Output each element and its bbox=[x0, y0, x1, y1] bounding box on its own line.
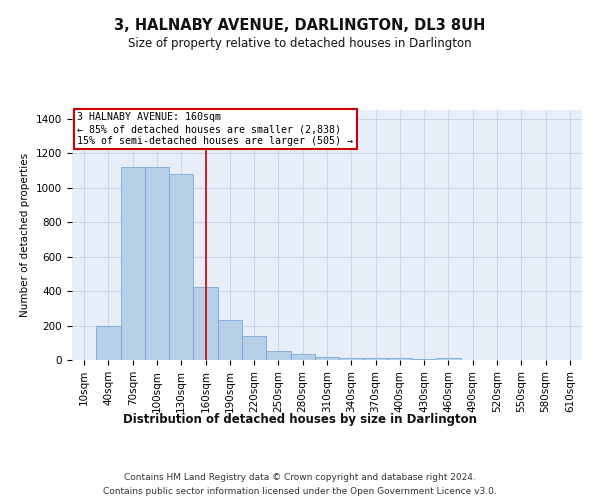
Text: Distribution of detached houses by size in Darlington: Distribution of detached houses by size … bbox=[123, 412, 477, 426]
Y-axis label: Number of detached properties: Number of detached properties bbox=[20, 153, 31, 317]
Bar bbox=[436, 358, 461, 360]
Text: Size of property relative to detached houses in Darlington: Size of property relative to detached ho… bbox=[128, 38, 472, 51]
Bar bbox=[412, 359, 436, 360]
Bar bbox=[290, 354, 315, 360]
Bar bbox=[121, 167, 145, 360]
Bar bbox=[242, 336, 266, 360]
Bar bbox=[266, 350, 290, 360]
Bar bbox=[96, 326, 121, 360]
Bar bbox=[218, 320, 242, 360]
Text: 3 HALNABY AVENUE: 160sqm
← 85% of detached houses are smaller (2,838)
15% of sem: 3 HALNABY AVENUE: 160sqm ← 85% of detach… bbox=[77, 112, 353, 146]
Text: Contains public sector information licensed under the Open Government Licence v3: Contains public sector information licen… bbox=[103, 488, 497, 496]
Bar bbox=[193, 286, 218, 360]
Bar bbox=[364, 358, 388, 360]
Text: Contains HM Land Registry data © Crown copyright and database right 2024.: Contains HM Land Registry data © Crown c… bbox=[124, 472, 476, 482]
Bar bbox=[388, 358, 412, 360]
Bar bbox=[169, 174, 193, 360]
Bar bbox=[315, 356, 339, 360]
Bar bbox=[339, 358, 364, 360]
Bar bbox=[145, 167, 169, 360]
Text: 3, HALNABY AVENUE, DARLINGTON, DL3 8UH: 3, HALNABY AVENUE, DARLINGTON, DL3 8UH bbox=[115, 18, 485, 32]
